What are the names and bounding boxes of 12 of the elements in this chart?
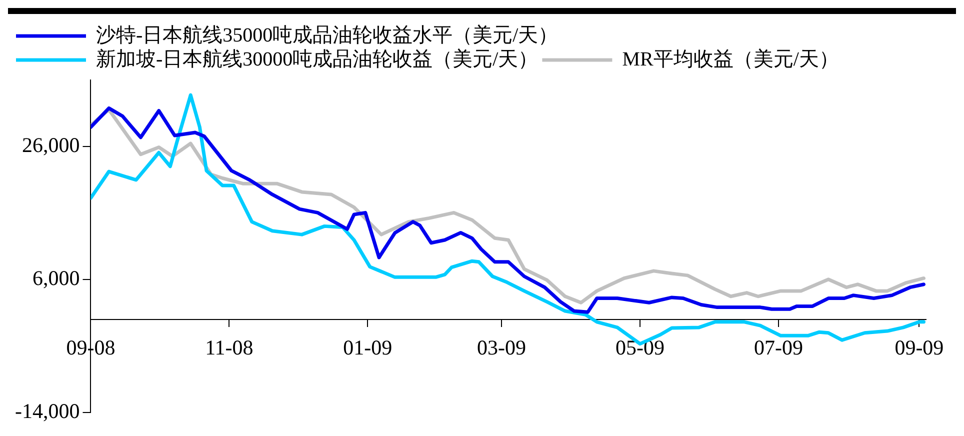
- legend-label: MR平均收益（美元/天）: [622, 47, 839, 70]
- x-tick-label: 03-09: [477, 335, 526, 360]
- x-tick-label: 07-09: [754, 335, 803, 360]
- x-tick-label: 11-08: [205, 335, 254, 360]
- y-tick-label: -14,000: [14, 398, 80, 423]
- x-tick-label: 01-09: [343, 335, 392, 360]
- x-tick-label: 05-09: [616, 335, 665, 360]
- y-tick-label: 6,000: [32, 266, 80, 290]
- legend-label: 沙特-日本航线35000吨成品油轮收益水平（美元/天）: [96, 23, 558, 46]
- legend-label: 新加坡-日本航线30000吨成品油轮收益（美元/天）: [96, 47, 538, 70]
- x-tick-label: 09-09: [894, 335, 944, 360]
- y-tick-label: 26,000: [22, 132, 80, 157]
